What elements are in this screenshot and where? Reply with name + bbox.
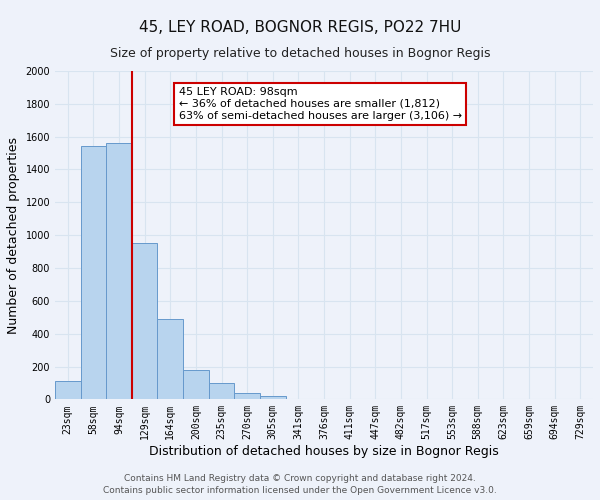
- Bar: [183, 370, 209, 400]
- Bar: [106, 143, 132, 400]
- Text: 45, LEY ROAD, BOGNOR REGIS, PO22 7HU: 45, LEY ROAD, BOGNOR REGIS, PO22 7HU: [139, 20, 461, 35]
- Bar: [55, 382, 80, 400]
- Text: 45 LEY ROAD: 98sqm
← 36% of detached houses are smaller (1,812)
63% of semi-deta: 45 LEY ROAD: 98sqm ← 36% of detached hou…: [179, 88, 462, 120]
- Bar: [157, 319, 183, 400]
- X-axis label: Distribution of detached houses by size in Bognor Regis: Distribution of detached houses by size …: [149, 445, 499, 458]
- Y-axis label: Number of detached properties: Number of detached properties: [7, 136, 20, 334]
- Text: Size of property relative to detached houses in Bognor Regis: Size of property relative to detached ho…: [110, 48, 490, 60]
- Bar: [132, 244, 157, 400]
- Text: Contains HM Land Registry data © Crown copyright and database right 2024.
Contai: Contains HM Land Registry data © Crown c…: [103, 474, 497, 495]
- Bar: [209, 383, 235, 400]
- Bar: [260, 396, 286, 400]
- Bar: [235, 393, 260, 400]
- Bar: [80, 146, 106, 400]
